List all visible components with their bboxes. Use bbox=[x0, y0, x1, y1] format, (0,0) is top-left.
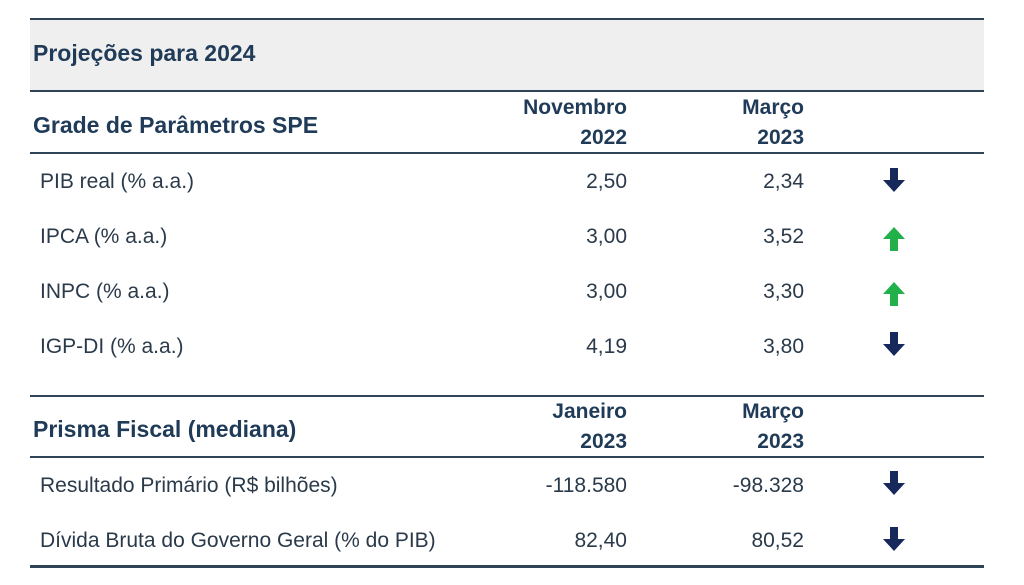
section-divider bbox=[30, 395, 984, 397]
arrow-down-icon bbox=[883, 527, 905, 551]
row-value-nov-2022: 3,00 bbox=[586, 280, 627, 303]
row-value-nov-2022: 2,50 bbox=[586, 170, 627, 193]
row-label: PIB real (% a.a.) bbox=[40, 170, 195, 193]
spe-col1-header: Novembro 2022 bbox=[477, 93, 627, 153]
row-label: INPC (% a.a.) bbox=[40, 280, 170, 303]
title-rule bbox=[30, 90, 984, 92]
projections-table: Projeções para 2024 Grade de Parâmetros … bbox=[30, 0, 984, 585]
row-value-jan-2023: -118.580 bbox=[545, 474, 627, 497]
arrow-down-icon bbox=[883, 471, 905, 495]
arrow-up-icon bbox=[883, 282, 905, 306]
prisma-col2-year: 2023 bbox=[757, 430, 804, 453]
top-rule bbox=[30, 18, 984, 21]
arrow-up-icon bbox=[883, 227, 905, 251]
row-value-mar-2023: 3,52 bbox=[763, 225, 804, 248]
prisma-col1-year: 2023 bbox=[580, 430, 627, 453]
row-value-nov-2022: 4,19 bbox=[586, 335, 627, 358]
bottom-rule bbox=[30, 565, 984, 568]
title-band bbox=[30, 20, 984, 90]
prisma-col1-month: Janeiro bbox=[552, 400, 627, 423]
prisma-col2-header: Março 2023 bbox=[654, 397, 804, 457]
row-value-mar-2023: 80,52 bbox=[751, 529, 804, 552]
row-label: Dívida Bruta do Governo Geral (% do PIB) bbox=[40, 529, 436, 552]
prisma-col1-header: Janeiro 2023 bbox=[477, 397, 627, 457]
spe-col2-year: 2023 bbox=[757, 126, 804, 149]
spe-col1-year: 2022 bbox=[580, 126, 627, 149]
row-label: IPCA (% a.a.) bbox=[40, 225, 168, 248]
table-title: Projeções para 2024 bbox=[33, 40, 256, 66]
row-label: IGP-DI (% a.a.) bbox=[40, 335, 184, 358]
prisma-heading: Prisma Fiscal (mediana) bbox=[33, 416, 297, 442]
prisma-col2-month: Março bbox=[742, 400, 804, 423]
spe-col1-month: Novembro bbox=[523, 96, 627, 119]
row-label: Resultado Primário (R$ bilhões) bbox=[40, 474, 338, 497]
row-value-nov-2022: 3,00 bbox=[586, 225, 627, 248]
arrow-down-icon bbox=[883, 168, 905, 192]
spe-col2-header: Março 2023 bbox=[654, 93, 804, 153]
row-value-mar-2023: 2,34 bbox=[763, 170, 804, 193]
row-value-mar-2023: 3,30 bbox=[763, 280, 804, 303]
prisma-header-rule bbox=[30, 456, 984, 458]
row-value-mar-2023: 3,80 bbox=[763, 335, 804, 358]
arrow-down-icon bbox=[883, 332, 905, 356]
spe-header-rule bbox=[30, 152, 984, 154]
spe-col2-month: Março bbox=[742, 96, 804, 119]
row-value-mar-2023: -98.328 bbox=[732, 474, 804, 497]
spe-heading: Grade de Parâmetros SPE bbox=[33, 112, 319, 138]
row-value-jan-2023: 82,40 bbox=[574, 529, 627, 552]
